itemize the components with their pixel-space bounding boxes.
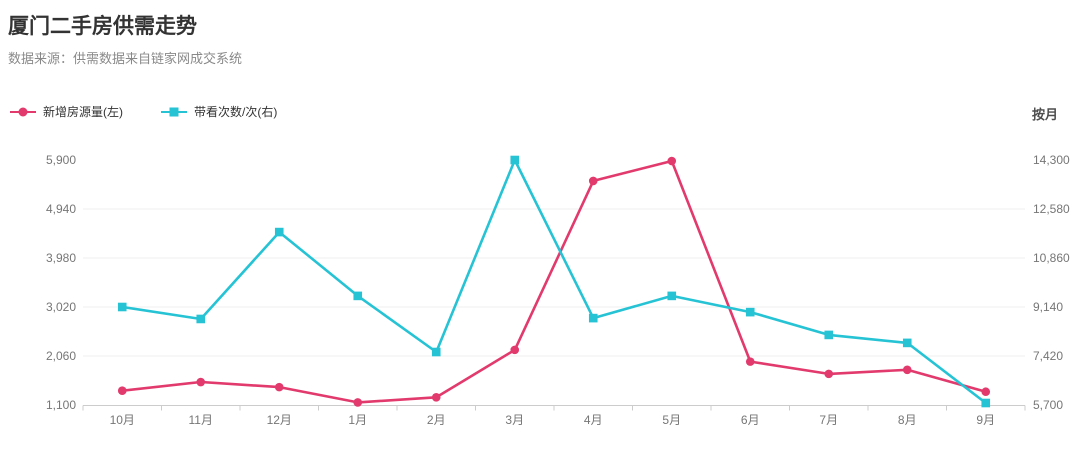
right-axis-tick-label: 9,140 xyxy=(1033,300,1063,314)
x-axis-label: 7月 xyxy=(819,413,838,427)
left-axis-tick-label: 3,980 xyxy=(46,251,76,265)
data-point-带看次数/次(右)-11月[interactable] xyxy=(196,314,206,324)
x-axis-label: 1月 xyxy=(348,413,367,427)
data-point-新增房源量(左)-1月[interactable] xyxy=(353,398,363,407)
right-axis-tick-label: 10,860 xyxy=(1033,251,1070,265)
x-axis-label: 8月 xyxy=(898,413,917,427)
data-point-带看次数/次(右)-2月[interactable] xyxy=(431,347,441,357)
series-line-showings xyxy=(121,158,988,405)
chart-legend: 新增房源量(左) 带看次数/次(右) xyxy=(10,103,277,120)
legend-square-marker-icon xyxy=(161,107,187,116)
data-point-新增房源量(左)-3月[interactable] xyxy=(510,345,520,355)
data-point-新增房源量(左)-9月[interactable] xyxy=(981,387,991,397)
data-source-note: 数据来源：供需数据来自链家网成交系统 xyxy=(8,51,243,66)
left-axis-tick-label: 1,100 xyxy=(46,398,76,412)
series-line-new-listings xyxy=(121,159,988,404)
data-point-新增房源量(左)-6月[interactable] xyxy=(745,357,755,366)
data-point-新增房源量(左)-4月[interactable] xyxy=(588,176,598,186)
legend-item-label: 带看次数/次(右) xyxy=(194,105,278,119)
data-point-新增房源量(左)-11月[interactable] xyxy=(196,377,206,387)
left-axis-tick-label: 3,020 xyxy=(46,300,76,314)
period-label: 按月 xyxy=(1031,107,1058,122)
data-point-新增房源量(左)-5月[interactable] xyxy=(667,156,677,166)
data-point-新增房源量(左)-10月[interactable] xyxy=(117,386,127,396)
x-axis-label: 6月 xyxy=(741,413,760,427)
x-axis-label: 9月 xyxy=(976,413,995,427)
right-axis-tick-label: 12,580 xyxy=(1033,202,1070,216)
data-point-带看次数/次(右)-8月[interactable] xyxy=(902,338,912,348)
x-axis-label: 11月 xyxy=(189,413,213,427)
data-point-带看次数/次(右)-4月[interactable] xyxy=(588,313,598,323)
x-axis-label: 10月 xyxy=(110,413,135,427)
page-title: 厦门二手房供需走势 xyxy=(8,15,197,38)
x-axis-label: 2月 xyxy=(427,413,446,427)
data-point-新增房源量(左)-12月[interactable] xyxy=(274,382,284,392)
data-point-新增房源量(左)-7月[interactable] xyxy=(824,369,834,379)
right-axis-tick-label: 5,700 xyxy=(1033,398,1063,412)
x-axis-label: 12月 xyxy=(267,413,292,427)
right-axis-tick-label: 7,420 xyxy=(1033,349,1063,363)
data-point-带看次数/次(右)-5月[interactable] xyxy=(667,291,677,301)
left-axis-tick-label: 2,060 xyxy=(46,349,76,363)
legend-circle-marker-icon xyxy=(10,107,36,116)
legend-item-showings[interactable]: 带看次数/次(右) xyxy=(161,103,277,120)
legend-item-new-listings[interactable]: 新增房源量(左) xyxy=(10,103,123,120)
data-point-带看次数/次(右)-12月[interactable] xyxy=(274,227,284,237)
data-point-新增房源量(左)-8月[interactable] xyxy=(902,365,912,375)
x-axis-label: 4月 xyxy=(584,413,603,427)
data-point-带看次数/次(右)-10月[interactable] xyxy=(117,302,127,312)
data-point-带看次数/次(右)-6月[interactable] xyxy=(745,307,755,317)
data-point-带看次数/次(右)-9月[interactable] xyxy=(981,398,991,408)
legend-item-label: 新增房源量(左) xyxy=(43,105,123,119)
left-axis-tick-label: 4,940 xyxy=(46,202,76,216)
right-axis-tick-label: 14,300 xyxy=(1033,153,1070,167)
left-axis-tick-label: 5,900 xyxy=(46,153,76,167)
x-axis-label: 3月 xyxy=(505,413,524,427)
x-axis-label: 5月 xyxy=(662,413,681,427)
data-point-新增房源量(左)-2月[interactable] xyxy=(431,393,441,402)
data-point-带看次数/次(右)-7月[interactable] xyxy=(824,330,834,340)
data-point-带看次数/次(右)-3月[interactable] xyxy=(510,155,520,165)
data-point-带看次数/次(右)-1月[interactable] xyxy=(353,291,363,301)
